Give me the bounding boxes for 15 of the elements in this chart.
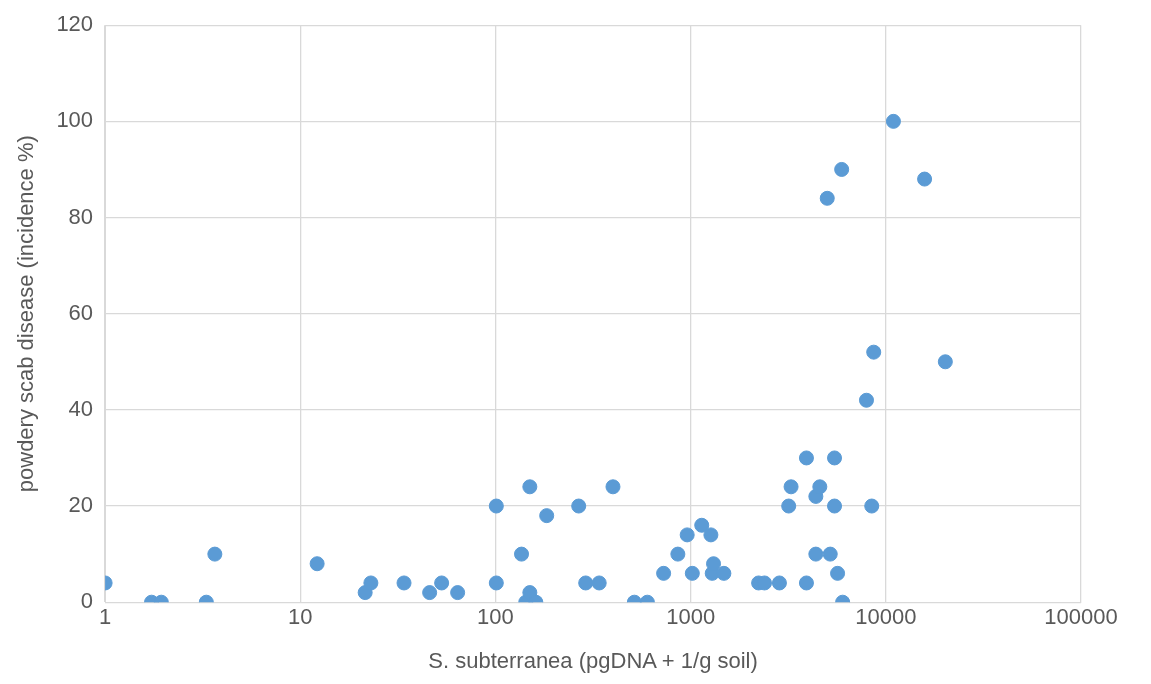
y-tick-label: 120 <box>56 11 94 37</box>
x-axis-title: S. subterranea (pgDNA + 1/g soil) <box>428 647 758 673</box>
x-tick-label: 100 <box>477 604 514 630</box>
x-tick-label: 1 <box>98 604 112 630</box>
y-axis-title: powdery scab disease (incidence %) <box>13 135 39 493</box>
y-tick-label: 20 <box>68 492 94 518</box>
y-tick-label: 40 <box>68 395 94 421</box>
x-tick-label: 10000 <box>855 604 917 630</box>
x-tick-label: 1000 <box>666 604 716 630</box>
y-tick-label: 80 <box>68 203 94 229</box>
y-tick-label: 60 <box>68 299 94 325</box>
y-tick-label: 0 <box>80 588 94 614</box>
x-tick-label: 10 <box>288 604 313 630</box>
x-tick-label: 100000 <box>1044 604 1118 630</box>
y-tick-label: 100 <box>56 107 94 133</box>
